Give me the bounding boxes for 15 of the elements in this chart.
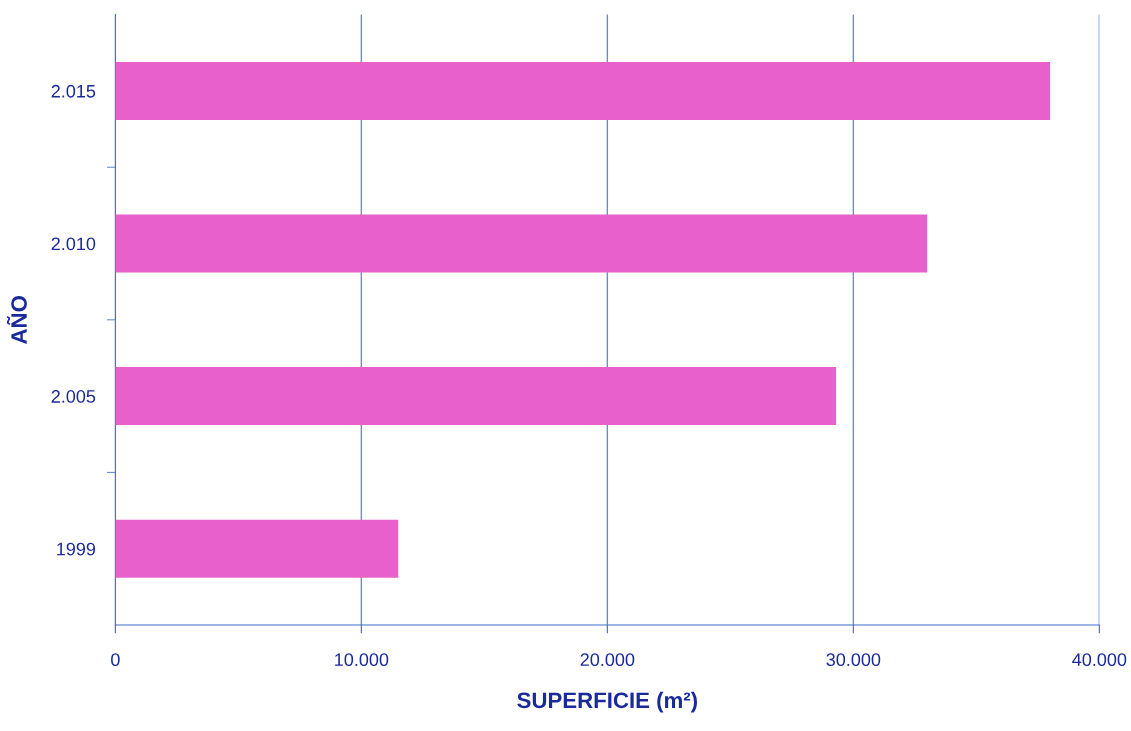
- bar: [115, 519, 399, 578]
- x-tick-label: 30.000: [826, 653, 881, 667]
- bar: [115, 61, 1051, 120]
- x-tick-label: 40.000: [1072, 653, 1127, 667]
- y-tick-label: 1999: [57, 542, 96, 556]
- x-tick-label: 0: [111, 653, 120, 667]
- bar: [115, 367, 837, 426]
- y-axis-title: AÑO: [6, 296, 27, 344]
- x-tick-label: 20.000: [580, 653, 635, 667]
- y-tick-label: 2.010: [51, 237, 96, 251]
- bar: [115, 214, 928, 273]
- y-tick-label: 2.015: [51, 84, 96, 98]
- y-tick-label: 2.005: [51, 390, 96, 403]
- x-axis-title: SUPERFICIE (m²): [517, 691, 697, 713]
- x-tick-label: 10.000: [335, 653, 389, 667]
